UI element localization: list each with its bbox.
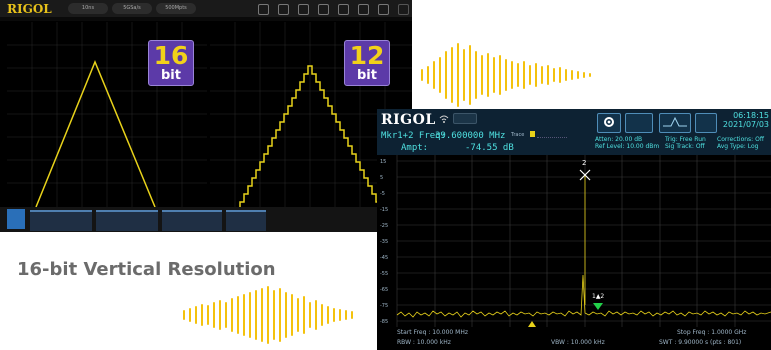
timebase-pill[interactable]: 10ns [68,3,108,14]
marker-amp-label: Ampt: [401,143,429,153]
marker-1-icon [593,303,603,310]
y-tick: -15 [380,207,388,213]
span-icon [663,116,687,127]
y-tick: 15 [380,159,386,165]
channel-1-block[interactable] [30,210,92,231]
trace-list [537,132,567,138]
wifi-icon [439,115,449,123]
scope-toolbar: RIGOL 10ns 5GSa/s 500Mpts [0,0,412,17]
y-tick: -25 [380,223,388,229]
marker-freq-value: 39.600000 MHz [435,131,506,141]
span-button[interactable] [659,113,691,133]
memdepth-pill[interactable]: 500Mpts [156,3,196,14]
scope-subbar [0,17,412,21]
y-tick: -65 [380,287,388,293]
yellow-wave-decoration-bottom [183,286,353,344]
center-marker-icon [528,321,536,327]
y-tick: 5 [380,175,383,181]
y-tick: -55 [380,271,388,277]
analyzer-footer: Start Freq : 10.000 MHz RBW : 10.000 kHz… [377,327,771,350]
run-stop-icon[interactable] [318,4,329,15]
analyzer-header: RIGOL Mkr1+2 Freq: Ampt: 39.600000 MHz -… [377,109,771,155]
marker-amp-value: -74.55 dB [465,143,514,153]
tagline: 16-bit Vertical Resolution [17,259,276,280]
scope-logo: RIGOL [7,2,52,16]
settings-button[interactable] [597,113,621,133]
waveform-pane-16bit: 16 bit [7,22,207,207]
analyzer-logo: RIGOL [381,112,436,128]
samplerate-pill[interactable]: 5GSa/s [112,3,152,14]
yellow-wave-decoration-top [421,43,591,107]
oscilloscope-window: RIGOL 10ns 5GSa/s 500Mpts 16 bit [0,0,412,232]
marker-2-label: 2 [582,159,586,167]
badge-16-number: 16 [153,41,189,70]
marker-1-label: 1▲2 [592,293,604,300]
spectrum-plot: 15 5 -5 -15 -25 -35 -45 -55 -65 -75 -85 … [380,155,771,327]
menu-button[interactable] [7,209,25,229]
clock-date: 2021/07/03 [722,120,769,129]
rbw: RBW : 10.000 kHz [397,339,451,346]
waveform-grid-16bit [7,22,207,207]
marker-2-icon [579,169,591,181]
cursor-icon[interactable] [278,4,289,15]
settings-icon[interactable] [398,4,409,15]
spectrum-analyzer-window: RIGOL Mkr1+2 Freq: Ampt: 39.600000 MHz -… [377,109,771,350]
trace-label: Trace [511,132,525,138]
badge-12-number: 12 [349,41,385,70]
trace-1-indicator[interactable] [530,131,535,137]
utility-icon[interactable] [378,4,389,15]
y-tick: -5 [380,191,385,197]
spectrum-trace [396,274,771,318]
clock-time: 06:18:15 [733,111,769,120]
sweep-time: SWT : 9.90000 s (pts : 801) [659,339,742,346]
trig-value: Trig: Free Run Sig Track: Off [665,136,706,150]
y-tick: -85 [380,319,388,325]
y-tick: -35 [380,239,388,245]
atten-value: Atten: 20.00 dB Ref Level: 10.00 dBm [595,136,659,150]
mode-chip[interactable] [453,113,477,124]
gear-icon [604,117,614,127]
measure-icon[interactable] [258,4,269,15]
badge-16-unit: bit [161,68,181,83]
badge-12-unit: bit [357,68,377,83]
vbw: VBW : 10.000 kHz [551,339,605,346]
marker-freq-label: Mkr1+2 Freq: [381,131,447,141]
avg-type-text: Avg Type: Log [717,143,759,150]
triangle-wave-16bit [35,60,156,207]
triangle-wave-12bit [239,65,381,207]
badge-12bit: 12 bit [344,40,390,86]
display-icon[interactable] [338,4,349,15]
channel-3-block[interactable] [162,210,222,231]
y-tick: -45 [380,255,388,261]
y-tick: -75 [380,303,388,309]
sig-track-text: Sig Track: Off [665,143,705,150]
start-freq: Start Freq : 10.000 MHz [397,329,468,336]
corrections-text: Corrections: Off [717,136,764,143]
channel-2-block[interactable] [96,210,158,231]
auto-icon[interactable] [358,4,369,15]
trig-text: Trig: Free Run [665,136,706,143]
preset-button[interactable] [625,113,653,133]
window-button[interactable] [695,113,717,133]
corrections-value: Corrections: Off Avg Type: Log [717,136,764,150]
stop-freq: Stop Freq : 1.0000 GHz [677,329,747,336]
ref-level-text: Ref Level: 10.00 dBm [595,143,660,150]
math-icon[interactable] [298,4,309,15]
badge-16bit: 16 bit [148,40,194,86]
atten-text: Atten: 20.00 dB [595,136,643,143]
channel-4-block[interactable] [226,210,266,231]
y-tick-labels: 15 5 -5 -15 -25 -35 -45 -55 -65 -75 -85 [380,159,388,325]
